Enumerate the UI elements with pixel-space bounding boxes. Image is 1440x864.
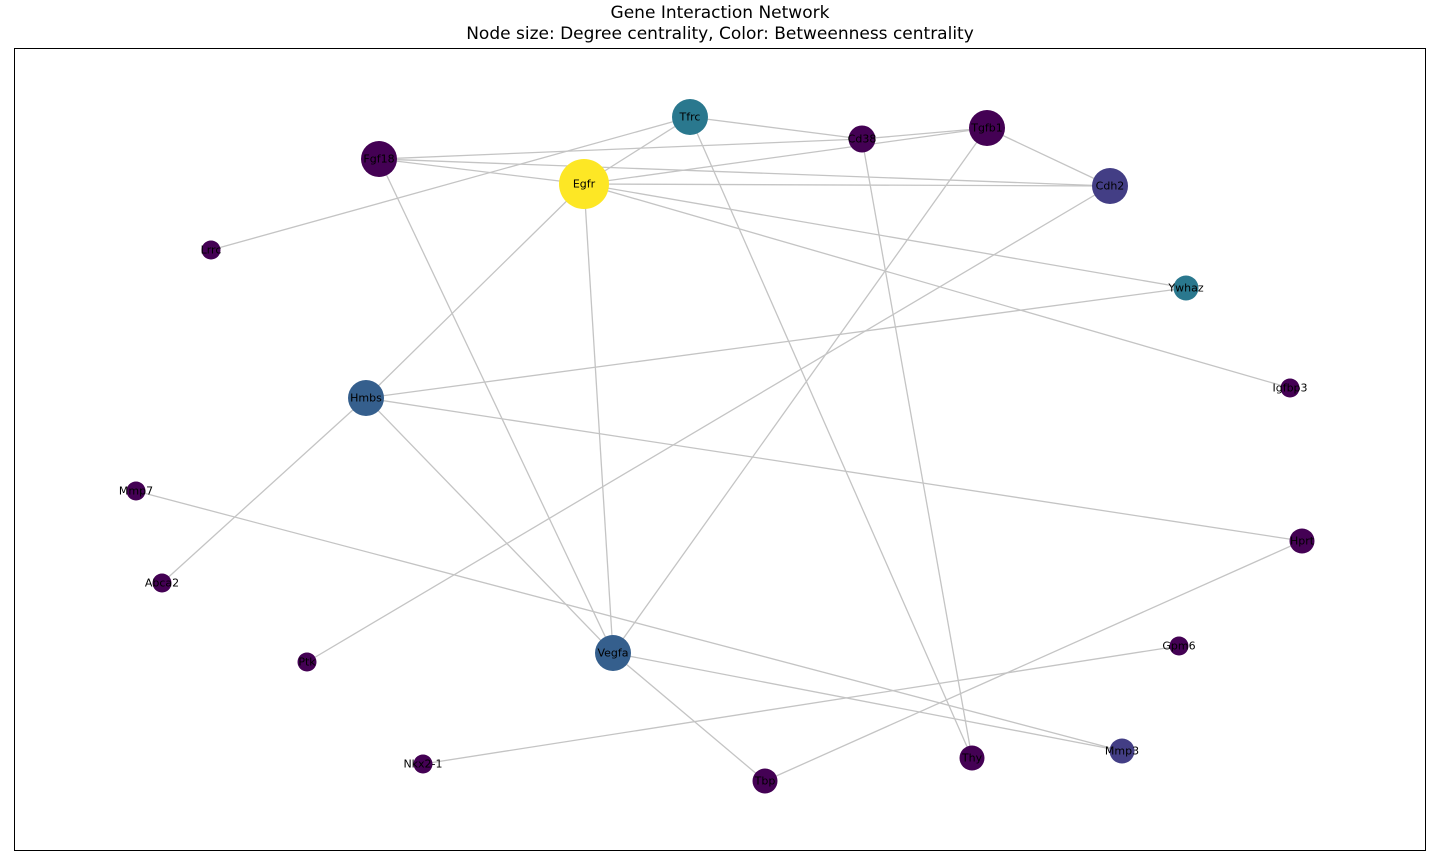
node-thy[interactable]: Thy xyxy=(959,745,985,771)
node-mmp7[interactable]: Mmp7 xyxy=(119,481,153,501)
node-label-nkx2-1: Nkx2-1 xyxy=(403,758,442,771)
node-vegfa[interactable]: Vegfa xyxy=(595,635,631,671)
node-label-tbp: Tbp xyxy=(754,775,776,788)
node-nkx2-1[interactable]: Nkx2-1 xyxy=(403,754,443,774)
edge-egfr-tgfb1 xyxy=(583,127,988,185)
node-tgfb1[interactable]: Tgfb1 xyxy=(969,110,1005,146)
node-circle-igfbp3[interactable] xyxy=(1280,378,1300,398)
node-label-ptk: Ptk xyxy=(298,656,316,669)
node-circle-cdh2[interactable] xyxy=(1092,168,1128,204)
edge-egfr-hmbs xyxy=(365,183,585,399)
edge-cdh2-ptk xyxy=(306,185,1111,663)
node-circle-cd38[interactable] xyxy=(848,125,876,153)
node-egfr[interactable]: Egfr xyxy=(559,159,609,209)
edge-egfr-ywhaz xyxy=(583,183,1187,289)
node-label-mmp3: Mmp3 xyxy=(1105,745,1139,758)
node-ywhaz[interactable]: Ywhaz xyxy=(1167,275,1204,301)
node-ptk[interactable]: Ptk xyxy=(297,652,317,672)
node-igfbp3[interactable]: Igfbp3 xyxy=(1272,378,1308,398)
node-label-gpm6: Gpm6 xyxy=(1162,640,1195,653)
node-label-cd38: Cd38 xyxy=(848,133,877,146)
node-label-hmbs: Hmbs xyxy=(350,392,382,405)
edge-egfr-fgf18 xyxy=(378,158,585,185)
node-label-ywhaz: Ywhaz xyxy=(1167,282,1203,295)
edge-cd38-tgfb1 xyxy=(861,127,988,140)
edge-fgf18-vegfa xyxy=(378,158,614,654)
edge-gpm6-nkx2-1 xyxy=(422,645,1180,765)
edge-vegfa-tbp xyxy=(612,652,766,782)
edge-vegfa-mmp3 xyxy=(612,652,1123,752)
node-label-tfrc: Tfrc xyxy=(679,111,701,124)
node-hprt[interactable]: Hprt xyxy=(1289,528,1315,554)
node-circle-hmbs[interactable] xyxy=(348,380,384,416)
node-circle-tfrc[interactable] xyxy=(672,99,708,135)
node-circle-nkx2-1[interactable] xyxy=(413,754,433,774)
node-fgf18[interactable]: Fgf18 xyxy=(361,141,397,177)
edge-tfrc-lrrc xyxy=(210,116,691,251)
node-tbp[interactable]: Tbp xyxy=(752,768,778,794)
node-circle-gpm6[interactable] xyxy=(1169,636,1189,656)
node-label-cdh2: Cdh2 xyxy=(1096,180,1125,193)
node-cd38[interactable]: Cd38 xyxy=(848,125,877,153)
node-circle-egfr[interactable] xyxy=(559,159,609,209)
node-circle-thy[interactable] xyxy=(959,745,985,771)
node-label-hprt: Hprt xyxy=(1290,535,1315,548)
node-label-thy: Thy xyxy=(961,752,983,765)
edge-egfr-igfbp3 xyxy=(583,183,1291,389)
node-circle-vegfa[interactable] xyxy=(595,635,631,671)
edge-hprt-tbp xyxy=(764,540,1303,782)
plot-frame xyxy=(14,48,1426,851)
node-circle-mmp3[interactable] xyxy=(1109,738,1135,764)
edge-hmbs-abca2 xyxy=(161,397,367,584)
node-circle-tgfb1[interactable] xyxy=(969,110,1005,146)
node-label-abca2: Abca2 xyxy=(145,577,179,590)
node-layer: Egfr Tfrc Cd38 Tgfb1 Fgf18 Cdh2 Lrrc Ywhaz Igfbp… xyxy=(119,99,1315,794)
figure-subtitle: Node size: Degree centrality, Color: Bet… xyxy=(466,24,974,44)
node-circle-ptk[interactable] xyxy=(297,652,317,672)
node-abca2[interactable]: Abca2 xyxy=(145,573,179,593)
edge-tfrc-cd38 xyxy=(689,116,863,140)
edge-egfr-vegfa xyxy=(583,183,614,654)
edge-hmbs-vegfa xyxy=(365,397,614,654)
edge-fgf18-cd38 xyxy=(378,138,863,160)
node-cdh2[interactable]: Cdh2 xyxy=(1092,168,1128,204)
node-circle-tbp[interactable] xyxy=(752,768,778,794)
edge-layer xyxy=(135,116,1303,782)
edge-cd38-thy xyxy=(861,138,973,759)
node-mmp3[interactable]: Mmp3 xyxy=(1105,738,1139,764)
node-label-tgfb1: Tgfb1 xyxy=(970,122,1003,135)
node-circle-mmp7[interactable] xyxy=(126,481,146,501)
node-label-lrrc: Lrrc xyxy=(201,244,222,257)
node-circle-hprt[interactable] xyxy=(1289,528,1315,554)
node-circle-lrrc[interactable] xyxy=(201,240,221,260)
edge-fgf18-cdh2 xyxy=(378,158,1111,187)
node-circle-ywhaz[interactable] xyxy=(1173,275,1199,301)
edge-hmbs-hprt xyxy=(365,397,1303,542)
edge-mmp7-mmp3 xyxy=(135,490,1123,752)
edge-tfrc-thy xyxy=(689,116,973,759)
node-circle-abca2[interactable] xyxy=(152,573,172,593)
node-label-vegfa: Vegfa xyxy=(597,647,628,660)
edge-ywhaz-hmbs xyxy=(365,287,1187,399)
figure-title: Gene Interaction Network xyxy=(610,3,830,23)
node-label-fgf18: Fgf18 xyxy=(363,153,394,166)
edge-tgfb1-vegfa xyxy=(612,127,988,654)
node-circle-fgf18[interactable] xyxy=(361,141,397,177)
edge-egfr-cdh2 xyxy=(583,183,1111,187)
node-lrrc[interactable]: Lrrc xyxy=(201,240,222,260)
node-label-egfr: Egfr xyxy=(573,178,596,191)
node-tfrc[interactable]: Tfrc xyxy=(672,99,708,135)
node-label-igfbp3: Igfbp3 xyxy=(1272,382,1307,395)
node-hmbs[interactable]: Hmbs xyxy=(348,380,384,416)
node-gpm6[interactable]: Gpm6 xyxy=(1162,636,1196,656)
edge-tgfb1-cdh2 xyxy=(986,127,1111,187)
node-label-mmp7: Mmp7 xyxy=(119,485,153,498)
